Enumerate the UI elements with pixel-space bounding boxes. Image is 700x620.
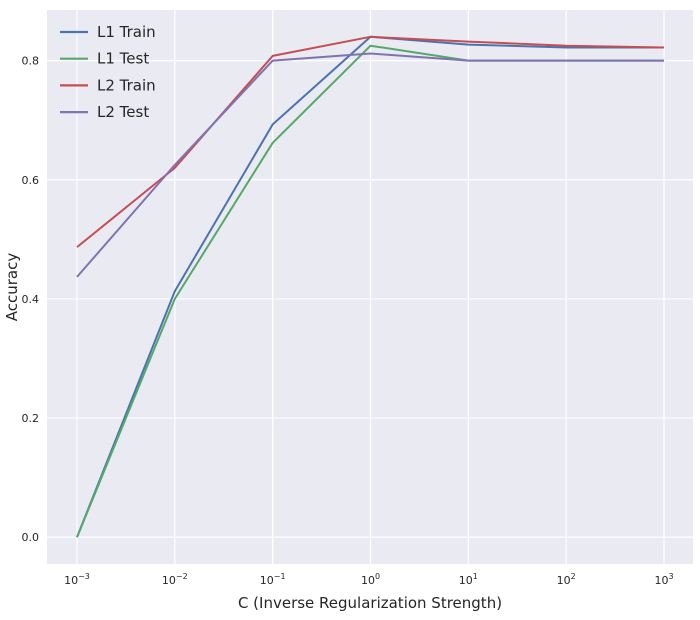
y-axis-label: Accuracy (3, 253, 21, 322)
y-axis-ticks: 0.0 0.2 0.4 0.6 0.8 (22, 55, 40, 545)
legend-entry-label: L2 Test (97, 103, 149, 121)
series-lines (76, 35, 665, 538)
x-tick-label: 10−3 (64, 572, 90, 587)
series-line-l2-train (76, 35, 665, 248)
x-tick-label: 103 (654, 572, 673, 587)
legend-entry-label: L1 Test (97, 50, 149, 68)
x-axis-label: C (Inverse Regularization Strength) (238, 594, 502, 612)
x-tick-label: 101 (459, 572, 478, 587)
x-tick-label: 100 (361, 572, 380, 587)
legend-entry-label: L2 Train (97, 76, 156, 94)
series-line-l2-test (76, 52, 664, 278)
y-tick-label: 0.2 (22, 412, 40, 425)
grid-lines (47, 10, 693, 564)
x-tick-label: 10−1 (260, 572, 286, 587)
x-tick-label: 102 (557, 572, 576, 587)
y-tick-label: 0.4 (22, 293, 40, 306)
y-tick-label: 0.0 (22, 531, 40, 544)
x-axis-ticks: 10−3 10−2 10−1 100 101 102 103 (64, 572, 673, 587)
y-tick-label: 0.6 (22, 174, 40, 187)
y-tick-label: 0.8 (22, 55, 40, 68)
legend: L1 Train L1 Test L2 Train L2 Test (60, 23, 156, 121)
x-tick-label: 10−2 (162, 572, 188, 587)
legend-entry-label: L1 Train (97, 23, 156, 41)
